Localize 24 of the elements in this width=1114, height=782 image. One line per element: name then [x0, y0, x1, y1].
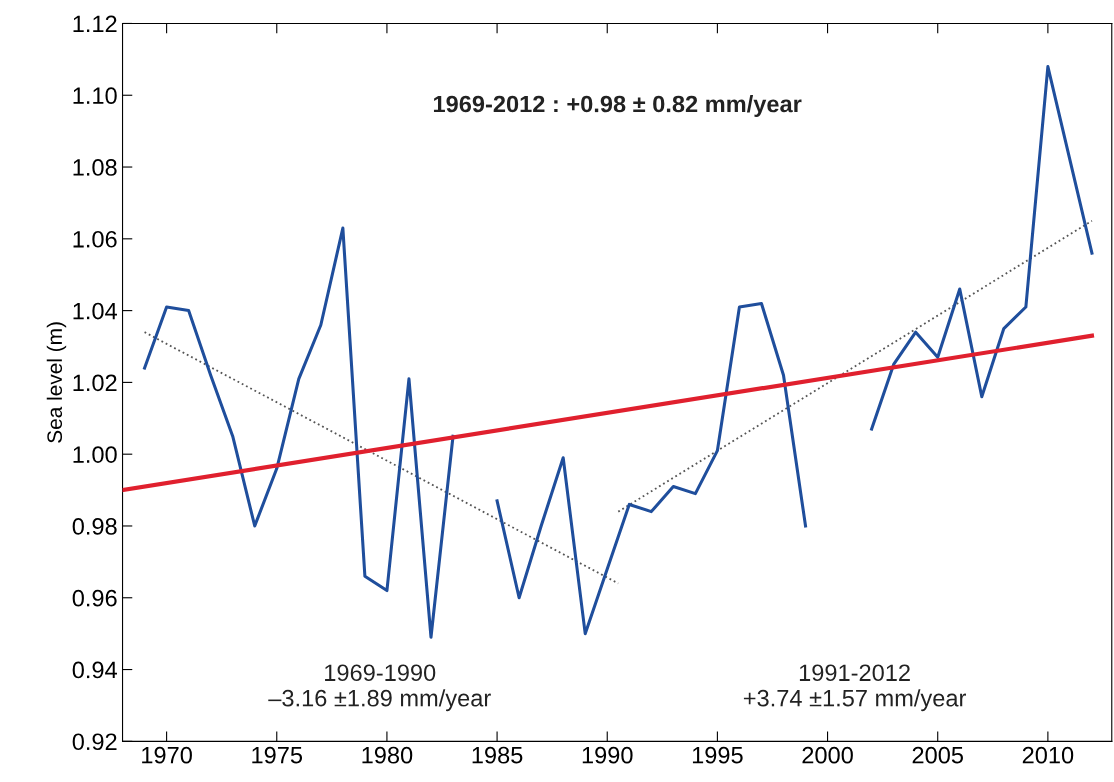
- x-tick-label: 1975: [252, 746, 303, 764]
- y-tick-label: 1.12: [73, 15, 117, 33]
- x-tick-label: 2010: [1022, 746, 1074, 764]
- x-tick-label: 1970: [142, 746, 192, 764]
- x-tick-label: 1995: [692, 746, 743, 764]
- y-tick-label: 1.00: [73, 446, 117, 463]
- y-tick-label: 1.10: [73, 87, 117, 105]
- annotation: 1991-2012 +3.74 ±1.57 mm/year: [743, 664, 966, 712]
- x-tick-label: 2005: [912, 746, 963, 764]
- x-tick-label: 1985: [472, 746, 523, 764]
- y-tick-label: 0.96: [72, 589, 117, 607]
- annotation: 1969-1990 –3.16 ±1.89 mm/year: [268, 664, 491, 712]
- x-tick-label: 1990: [582, 746, 633, 764]
- y-tick-label: 1.06: [73, 230, 117, 248]
- annotation: 1969-2012 : +0.98 ± 0.82 mm/year: [433, 95, 802, 118]
- y-axis-title: Sea level (m): [46, 322, 67, 443]
- x-tick-label: 1980: [362, 746, 413, 764]
- y-tick-label: 0.92: [72, 733, 117, 751]
- y-tick-label: 0.94: [72, 661, 117, 679]
- y-tick-label: 1.04: [73, 302, 117, 320]
- y-tick-label: 1.08: [73, 159, 117, 176]
- x-tick-label: 2000: [802, 746, 853, 764]
- y-tick-label: 1.02: [73, 374, 117, 392]
- y-tick-label: 0.98: [72, 518, 117, 535]
